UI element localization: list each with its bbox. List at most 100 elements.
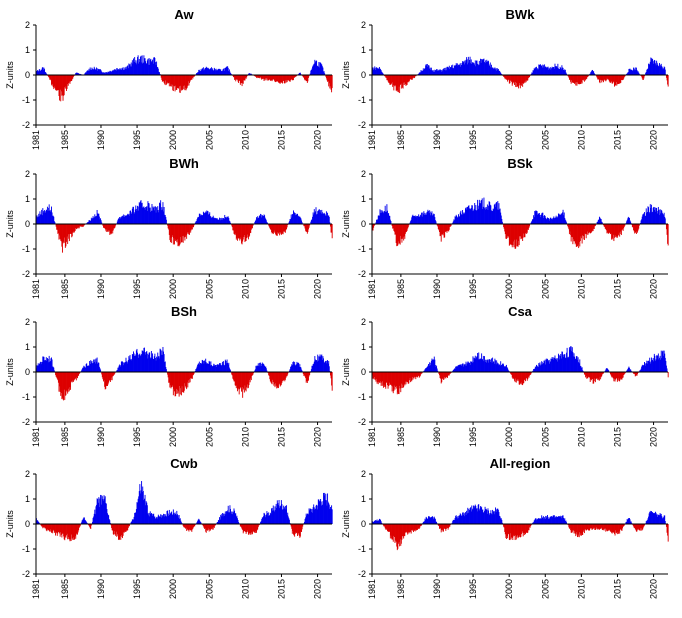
positive-bar xyxy=(50,209,52,224)
y-tick-label: 2 xyxy=(25,469,30,479)
positive-bar xyxy=(499,364,500,372)
positive-bar xyxy=(324,500,326,524)
negative-bar xyxy=(403,224,405,237)
positive-bar xyxy=(273,510,275,524)
positive-bar xyxy=(540,214,542,224)
positive-bar xyxy=(488,362,490,372)
positive-bar xyxy=(535,518,537,524)
positive-bar xyxy=(89,70,91,75)
negative-bar xyxy=(442,224,444,236)
positive-bar xyxy=(317,499,319,524)
positive-bar xyxy=(462,363,464,372)
negative-bar xyxy=(524,372,526,380)
negative-bar xyxy=(643,75,645,79)
panel-title: BSh xyxy=(171,304,197,319)
positive-bar xyxy=(145,207,147,224)
negative-bar xyxy=(414,372,416,378)
positive-bar xyxy=(255,219,257,224)
positive-bar xyxy=(327,363,329,372)
positive-bar xyxy=(493,204,495,224)
positive-bar xyxy=(148,515,149,524)
positive-bar xyxy=(571,351,573,372)
positive-bar xyxy=(387,210,388,224)
positive-bar xyxy=(605,368,607,372)
negative-bar xyxy=(511,524,513,538)
negative-bar xyxy=(587,372,589,379)
negative-bar xyxy=(503,224,505,229)
positive-bar xyxy=(503,364,505,372)
positive-bar xyxy=(435,367,437,372)
positive-bar xyxy=(600,218,602,224)
negative-bar xyxy=(305,372,307,383)
x-tick-label: 2005 xyxy=(540,279,550,299)
positive-bar xyxy=(96,70,98,75)
positive-bar xyxy=(384,205,386,224)
positive-bar xyxy=(292,214,294,224)
positive-bar xyxy=(285,509,287,524)
positive-bar xyxy=(222,516,224,524)
positive-bar xyxy=(326,215,328,224)
positive-bar xyxy=(540,65,542,75)
positive-bar xyxy=(655,361,656,372)
negative-bar xyxy=(572,524,574,531)
negative-bar xyxy=(603,524,604,530)
positive-bar xyxy=(426,366,428,372)
negative-bar xyxy=(579,524,581,533)
positive-bar xyxy=(286,515,288,524)
negative-bar xyxy=(60,372,62,393)
positive-bar xyxy=(216,364,218,372)
negative-bar xyxy=(232,372,234,380)
positive-bar xyxy=(92,218,93,224)
negative-bar xyxy=(167,75,169,84)
negative-bar xyxy=(265,75,267,79)
negative-bar xyxy=(383,524,385,527)
negative-bar xyxy=(575,75,577,83)
negative-bar xyxy=(611,524,613,533)
positive-bar xyxy=(84,519,86,524)
positive-bar xyxy=(649,211,651,224)
x-tick-label: 2010 xyxy=(240,427,250,447)
positive-bar xyxy=(549,363,551,372)
positive-bar xyxy=(324,362,326,372)
negative-bar xyxy=(415,524,417,531)
positive-bar xyxy=(100,504,102,524)
positive-bar xyxy=(151,61,153,75)
positive-bar xyxy=(94,68,96,75)
negative-bar xyxy=(389,524,391,532)
negative-bar xyxy=(525,75,527,83)
positive-bar xyxy=(135,208,137,224)
negative-bar xyxy=(209,524,211,531)
negative-bar xyxy=(506,75,508,80)
positive-bar xyxy=(38,365,40,372)
positive-bar xyxy=(495,202,497,224)
negative-bar xyxy=(236,75,238,80)
negative-bar xyxy=(102,372,104,380)
positive-bar xyxy=(484,63,486,75)
positive-bar xyxy=(86,71,88,75)
negative-bar xyxy=(263,75,265,81)
negative-bar xyxy=(439,524,440,529)
negative-bar xyxy=(56,75,58,91)
negative-bar xyxy=(576,224,578,247)
positive-bar xyxy=(666,368,668,372)
positive-bar xyxy=(227,510,229,524)
positive-bar xyxy=(312,512,313,524)
positive-bar xyxy=(206,210,208,224)
positive-bar xyxy=(419,214,421,224)
positive-bar xyxy=(214,217,216,224)
positive-bar xyxy=(108,515,110,524)
positive-bar xyxy=(287,512,289,524)
negative-bar xyxy=(283,372,285,380)
data-series xyxy=(372,504,669,551)
positive-bar xyxy=(139,201,141,224)
positive-bar xyxy=(316,509,318,524)
negative-bar xyxy=(615,524,617,533)
positive-bar xyxy=(226,216,228,224)
positive-bar xyxy=(198,518,200,524)
negative-bar xyxy=(516,524,518,535)
negative-bar xyxy=(193,524,195,528)
negative-bar xyxy=(504,75,506,79)
negative-bar xyxy=(607,224,609,234)
positive-bar xyxy=(127,361,129,372)
negative-bar xyxy=(387,524,388,532)
